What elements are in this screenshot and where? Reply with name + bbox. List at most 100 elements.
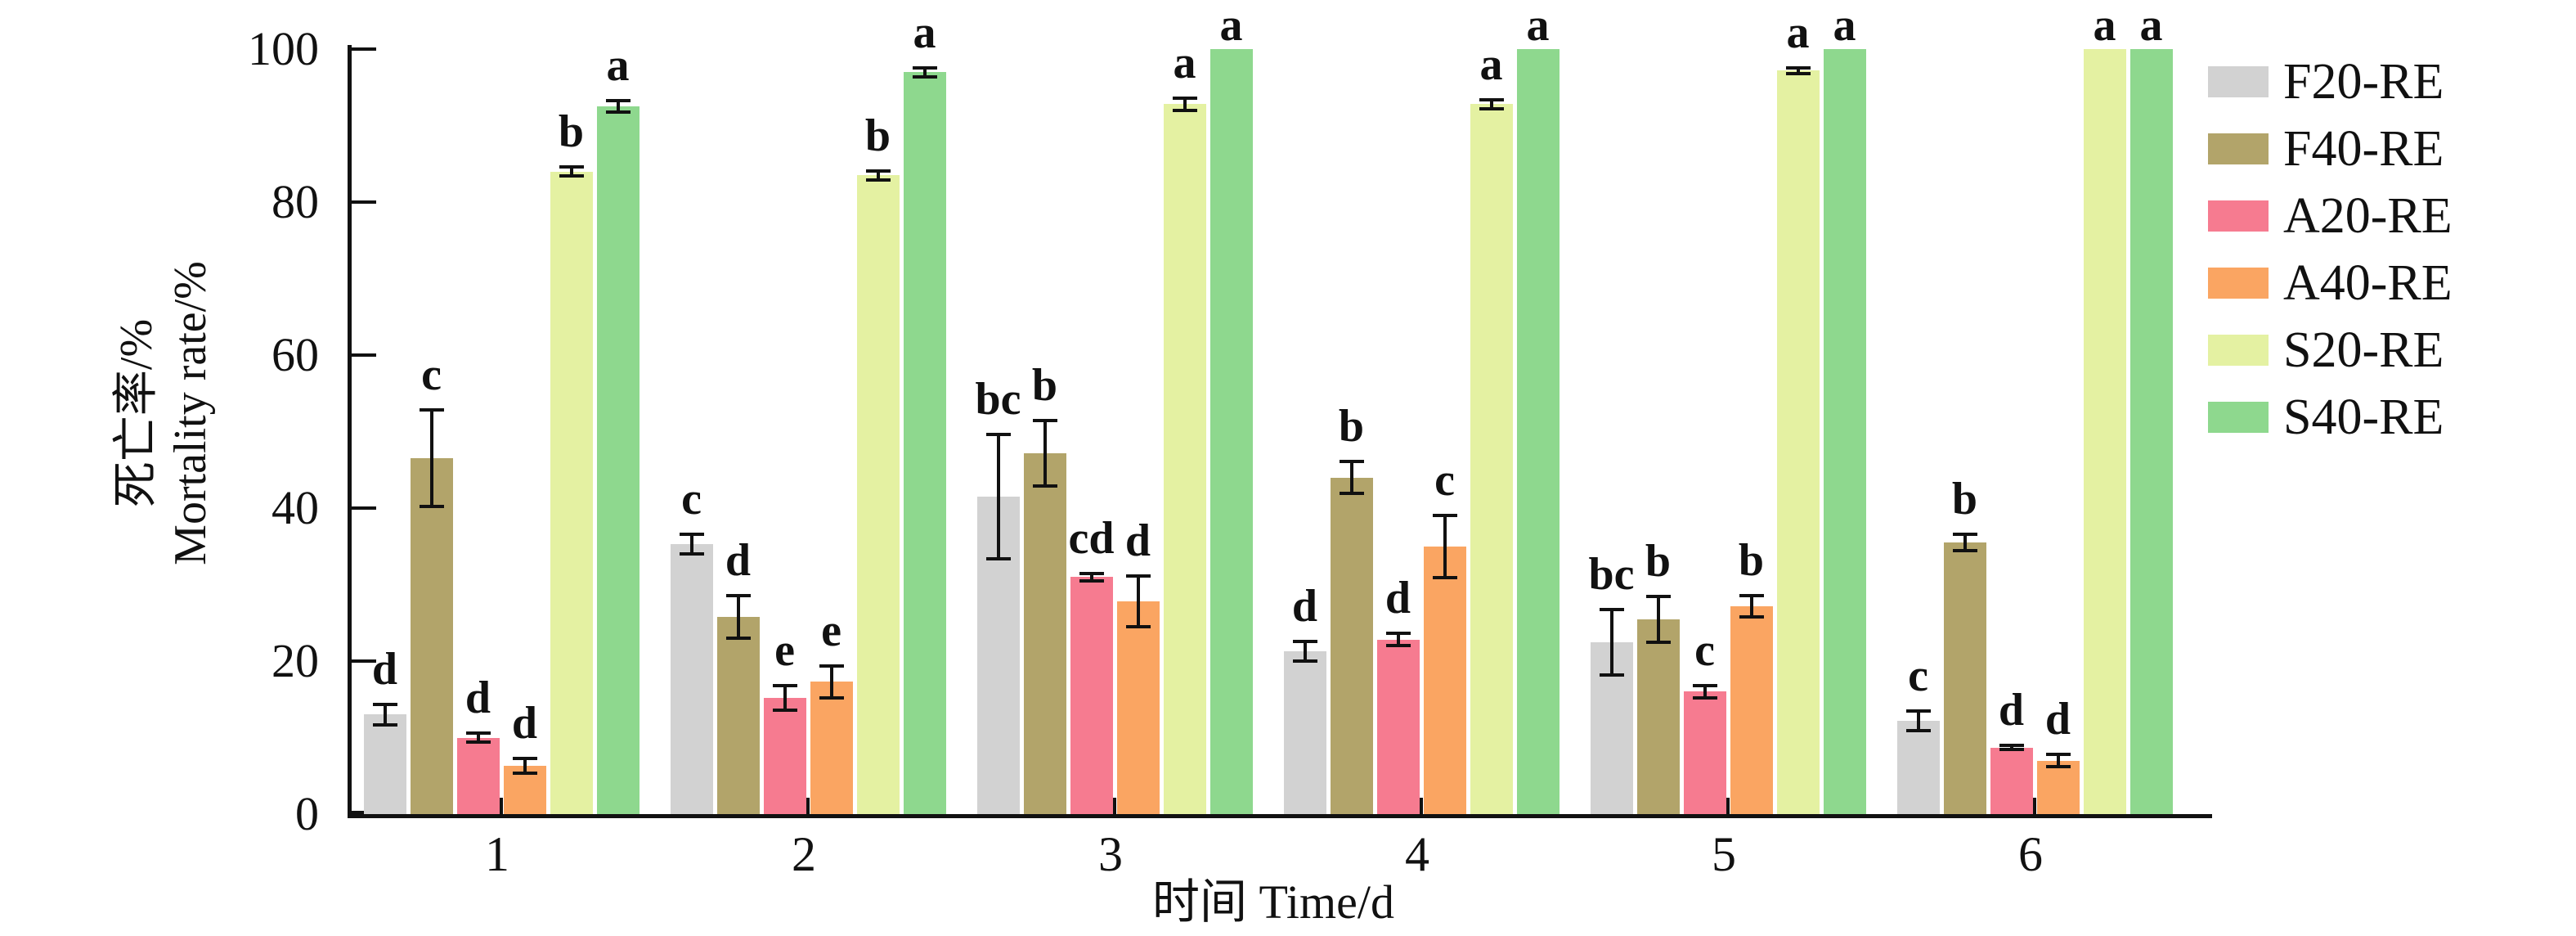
bar-s40-re-day4: [1516, 49, 1560, 814]
error-cap-top-a20-re-day2: [772, 684, 797, 688]
y-axis-title-zh: 死亡率/%: [111, 318, 162, 508]
error-cap-bottom-a20-re-day1: [465, 740, 491, 744]
x-tick-label-6: 6: [2018, 827, 2043, 881]
error-cap-top-f40-re-day2: [725, 593, 751, 597]
error-bar-s40-re-day1: [616, 98, 620, 115]
bar-f20-re-day6: [1896, 720, 1940, 814]
error-cap-top-s40-re-day1: [605, 98, 631, 102]
bar-a20-re-day3: [1070, 577, 1113, 814]
bar-s40-re-day1: [596, 106, 640, 814]
bar-s20-re-day4: [1470, 104, 1513, 814]
error-bar-f20-re-day6: [1916, 709, 1920, 732]
x-tick-label-4: 4: [1405, 827, 1429, 881]
bar-s20-re-day2: [856, 175, 900, 814]
error-cap-top-a40-re-day2: [819, 664, 844, 668]
sig-letter-s20-re-day5: a: [1786, 7, 1810, 58]
error-cap-bottom-a20-re-day6: [1999, 748, 2024, 752]
error-bar-s20-re-day4: [1489, 97, 1493, 110]
error-cap-top-f20-re-day6: [1905, 709, 1931, 713]
sig-letter-a40-re-day3: d: [1124, 515, 1151, 567]
error-cap-bottom-s20-re-day2: [865, 178, 891, 182]
bar-a20-re-day6: [1990, 747, 2033, 814]
error-cap-top-f20-re-day2: [679, 532, 704, 536]
sig-letter-s20-re-day6: a: [2093, 0, 2116, 51]
y-tick-40: [352, 506, 376, 510]
error-cap-top-s20-re-day3: [1172, 96, 1197, 100]
legend-label-f40-re: F40-RE: [2283, 121, 2444, 177]
bar-a40-re-day4: [1423, 546, 1466, 814]
error-cap-bottom-f40-re-day4: [1339, 492, 1364, 496]
sig-letter-f40-re-day5: b: [1645, 535, 1672, 587]
bar-s40-re-day5: [1823, 49, 1866, 814]
sig-letter-s20-re-day2: b: [864, 110, 891, 161]
bar-f20-re-day2: [670, 543, 713, 814]
error-bar-f20-re-day3: [996, 433, 1000, 560]
sig-letter-s40-re-day4: a: [1526, 0, 1550, 51]
error-bar-a20-re-day1: [476, 731, 480, 744]
bar-a40-re-day2: [810, 682, 853, 814]
sig-letter-f20-re-day3: bc: [975, 374, 1021, 425]
x-tick-4: [1419, 798, 1423, 814]
error-cap-top-s20-re-day2: [865, 169, 891, 173]
y-tick-label-40: 40: [272, 481, 319, 534]
error-cap-bottom-f40-re-day5: [1645, 640, 1671, 644]
bar-f20-re-day1: [363, 714, 406, 814]
y-tick-label-20: 20: [272, 634, 319, 687]
error-bar-a20-re-day2: [783, 684, 787, 712]
bar-a20-re-day5: [1683, 691, 1726, 814]
legend-label-a20-re: A20-RE: [2283, 188, 2453, 244]
sig-letter-s40-re-day6: a: [2139, 0, 2163, 51]
error-cap-bottom-a40-re-day5: [1739, 614, 1764, 619]
error-cap-bottom-f20-re-day1: [372, 723, 397, 727]
error-bar-a20-re-day4: [1396, 632, 1400, 648]
y-tick-label-80: 80: [272, 175, 319, 228]
error-bar-f40-re-day4: [1349, 460, 1353, 496]
error-cap-top-a40-re-day5: [1739, 593, 1764, 597]
y-tick-100: [352, 47, 376, 51]
error-cap-top-f20-re-day4: [1292, 639, 1317, 643]
error-cap-bottom-a20-re-day3: [1079, 578, 1104, 583]
sig-letter-a40-re-day6: d: [2044, 694, 2071, 745]
bar-a40-re-day6: [2036, 760, 2080, 814]
error-cap-top-s20-re-day4: [1479, 97, 1504, 101]
error-bar-f20-re-day5: [1609, 607, 1613, 677]
error-cap-bottom-a40-re-day2: [819, 695, 844, 700]
bar-f40-re-day4: [1330, 477, 1373, 814]
error-cap-top-s20-re-day5: [1785, 65, 1811, 70]
error-cap-bottom-f20-re-day4: [1292, 659, 1317, 663]
error-cap-top-a20-re-day3: [1079, 571, 1104, 575]
sig-letter-a40-re-day4: c: [1434, 454, 1455, 506]
sig-letter-a40-re-day2: e: [821, 605, 841, 656]
sig-letter-f20-re-day4: d: [1291, 580, 1318, 632]
error-cap-bottom-a40-re-day1: [512, 772, 537, 776]
error-cap-bottom-f20-re-day2: [679, 551, 704, 556]
error-cap-top-a40-re-day1: [512, 756, 537, 760]
sig-letter-a20-re-day6: d: [1998, 684, 2025, 736]
bar-a20-re-day4: [1376, 639, 1420, 814]
bar-f40-re-day3: [1023, 452, 1066, 814]
bar-a20-re-day2: [763, 697, 806, 814]
bar-s20-re-day5: [1776, 70, 1820, 814]
bar-f40-re-day2: [716, 616, 760, 814]
y-tick-60: [352, 353, 376, 357]
bar-s40-re-day3: [1209, 49, 1253, 814]
error-cap-top-f40-re-day4: [1339, 460, 1364, 464]
error-cap-bottom-f20-re-day6: [1905, 728, 1931, 732]
error-cap-bottom-a40-re-day3: [1125, 624, 1151, 628]
bar-f40-re-day6: [1943, 542, 1986, 814]
bar-a20-re-day1: [456, 737, 500, 814]
bar-s20-re-day6: [2083, 49, 2126, 814]
bar-s20-re-day1: [550, 171, 593, 814]
error-cap-bottom-s20-re-day3: [1172, 108, 1197, 112]
error-cap-bottom-f40-re-day3: [1032, 484, 1057, 488]
legend-swatch-a40-re: [2208, 268, 2269, 299]
error-bar-s20-re-day3: [1183, 96, 1187, 112]
error-cap-top-f20-re-day1: [372, 702, 397, 706]
error-bar-f20-re-day2: [689, 532, 693, 556]
error-bar-s20-re-day1: [569, 165, 573, 178]
y-tick-20: [352, 659, 376, 663]
sig-letter-s40-re-day3: a: [1219, 0, 1243, 51]
error-cap-top-f40-re-day3: [1032, 418, 1057, 422]
error-cap-bottom-f20-re-day3: [985, 556, 1011, 560]
sig-letter-a20-re-day5: c: [1694, 625, 1715, 677]
